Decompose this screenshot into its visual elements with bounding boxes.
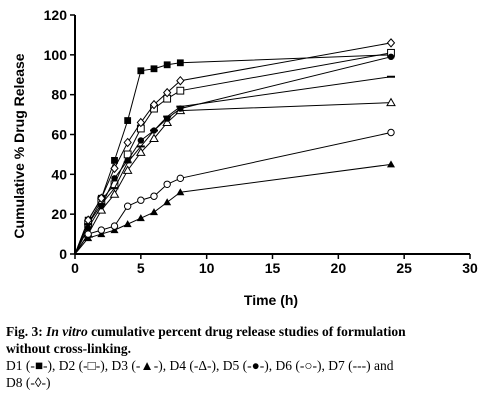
x-tick-label: 30	[462, 260, 478, 276]
y-tick-label: 120	[44, 7, 68, 23]
data-point	[163, 198, 172, 206]
series-7	[74, 75, 395, 255]
caption-italic: In vitro	[46, 324, 88, 339]
x-tick-label: 20	[331, 260, 347, 276]
y-tick-label: 80	[51, 87, 67, 103]
y-tick-label: 40	[51, 166, 67, 182]
data-point	[163, 87, 172, 98]
y-tick-label: 0	[59, 246, 67, 262]
caption-line-1: Fig. 3: In vitro cumulative percent drug…	[6, 323, 490, 340]
series-6	[74, 128, 395, 255]
data-point	[110, 163, 119, 174]
data-point	[137, 67, 145, 75]
data-point	[386, 97, 396, 107]
data-point	[176, 188, 185, 196]
data-point	[137, 196, 145, 204]
data-point	[136, 117, 145, 128]
data-point	[176, 59, 184, 67]
x-tick-label: 10	[199, 260, 215, 276]
y-tick-label: 100	[44, 47, 68, 63]
series-line	[74, 163, 392, 255]
series-4	[74, 97, 396, 255]
data-point	[97, 193, 106, 203]
series-line	[74, 54, 392, 255]
series-5	[74, 53, 395, 255]
series-line	[74, 52, 392, 255]
data-point	[387, 128, 395, 137]
caption-legend-1: D1 (-■-), D2 (-□-), D3 (-▲-), D4 (-Δ-), …	[6, 358, 394, 373]
data-point	[111, 156, 118, 164]
data-point	[149, 133, 159, 142]
series-8	[74, 38, 396, 255]
data-point	[111, 175, 118, 182]
caption-line-2: without cross-linking.	[6, 341, 132, 356]
caption-legend-2: D8 (-◊-)	[6, 375, 51, 390]
x-tick-label: 25	[396, 260, 412, 276]
series-line	[74, 56, 392, 255]
data-point	[122, 165, 133, 174]
x-axis-title: Time (h)	[244, 292, 298, 308]
data-point	[176, 86, 185, 95]
data-point	[163, 61, 171, 69]
x-tick-label: 5	[137, 260, 145, 276]
data-point	[162, 117, 173, 127]
data-point	[124, 117, 132, 124]
data-point	[387, 160, 395, 168]
caption-label: Fig. 3:	[6, 324, 43, 339]
data-point	[150, 208, 158, 216]
axes-layer: 0 5 10 15 20 25 30 0 20 40 60 80 100 120	[44, 7, 478, 276]
y-tick-label: 20	[51, 206, 67, 222]
y-tick-label: 60	[51, 127, 67, 143]
data-point	[176, 75, 185, 86]
y-axis-title: Cumulative % Drug Release	[11, 53, 27, 238]
caption-text-1: cumulative percent drug release studies …	[87, 324, 406, 339]
x-tick-label: 15	[265, 260, 281, 276]
series-line	[74, 42, 392, 255]
chart: 0 5 10 15 20 25 30 0 20 40 60 80 100 120 Time (h) Cum…	[11, 7, 478, 308]
data-point	[123, 220, 132, 228]
figure-caption: Fig. 3: In vitro cumulative percent drug…	[6, 323, 490, 391]
data-point	[123, 202, 132, 210]
data-point	[97, 226, 106, 234]
data-point	[163, 180, 171, 188]
series-line	[74, 102, 392, 255]
data-point	[135, 147, 146, 156]
data-point	[149, 99, 159, 110]
data-point	[84, 230, 92, 238]
data-point	[136, 214, 145, 222]
data-point	[387, 53, 395, 61]
data-point	[150, 192, 158, 200]
x-tick-label: 0	[71, 260, 79, 276]
series-3	[74, 160, 395, 255]
data-point	[176, 174, 185, 183]
data-point	[109, 189, 120, 198]
data-point	[84, 215, 93, 225]
data-point	[386, 38, 396, 48]
data-point	[137, 137, 145, 144]
series-line	[74, 132, 392, 255]
data-point	[84, 224, 92, 232]
data-point	[150, 65, 158, 73]
series-layer	[74, 38, 396, 255]
series-line	[74, 76, 392, 255]
data-point	[123, 137, 132, 148]
data-point	[110, 222, 119, 230]
